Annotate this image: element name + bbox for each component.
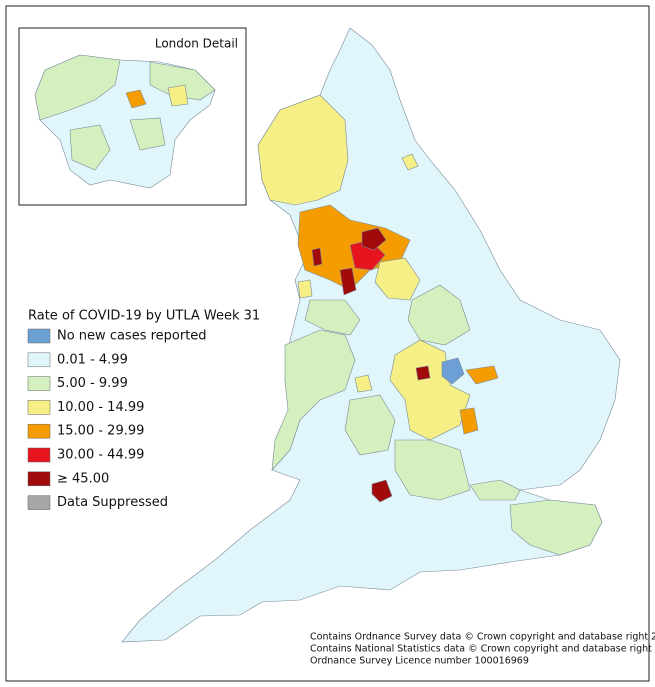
region (407, 284, 471, 346)
region (401, 153, 419, 171)
region (311, 247, 323, 267)
legend-label: No new cases reported (57, 329, 207, 344)
region (271, 329, 356, 471)
region (354, 374, 373, 393)
attribution: Contains National Statistics data © Crow… (310, 644, 655, 655)
region (297, 279, 313, 299)
region (34, 54, 121, 121)
frame (5, 5, 650, 682)
region (304, 299, 361, 336)
region (257, 94, 349, 206)
legend-label: 5.00 - 9.99 (57, 376, 128, 391)
legend-swatch (27, 328, 51, 344)
region (374, 257, 421, 301)
region (415, 365, 431, 381)
region (149, 61, 216, 101)
region (394, 439, 471, 501)
region (167, 84, 189, 107)
legend-label: 0.01 - 4.99 (57, 352, 128, 367)
region (361, 227, 387, 251)
attribution: Ordnance Survey Licence number 100016969 (310, 656, 529, 667)
region (469, 479, 521, 501)
region (129, 117, 166, 151)
legend-label: 30.00 - 44.99 (57, 448, 144, 463)
legend-title: Rate of COVID-19 by UTLA Week 31 (28, 309, 260, 324)
region (441, 357, 465, 385)
inset-title: London Detail (155, 37, 238, 51)
legend-swatch (27, 423, 51, 439)
region (459, 407, 479, 435)
region (509, 499, 603, 556)
legend-swatch (27, 495, 51, 510)
region (389, 339, 471, 441)
legend-label: Data Suppressed (57, 495, 168, 510)
region (339, 267, 357, 296)
region (371, 479, 393, 503)
legend-swatch (27, 352, 51, 368)
legend-swatch (27, 376, 51, 391)
attribution: Contains Ordnance Survey data © Crown co… (310, 632, 655, 643)
legend-label: 10.00 - 14.99 (57, 400, 144, 415)
legend-swatch (27, 447, 51, 463)
legend-label: 15.00 - 29.99 (57, 424, 144, 439)
legend-swatch (27, 400, 51, 415)
legend-label: ≥ 45.00 (57, 471, 109, 486)
region (465, 365, 499, 385)
region (125, 89, 147, 109)
region (69, 124, 111, 171)
legend-swatch (27, 471, 51, 487)
region (344, 394, 396, 456)
